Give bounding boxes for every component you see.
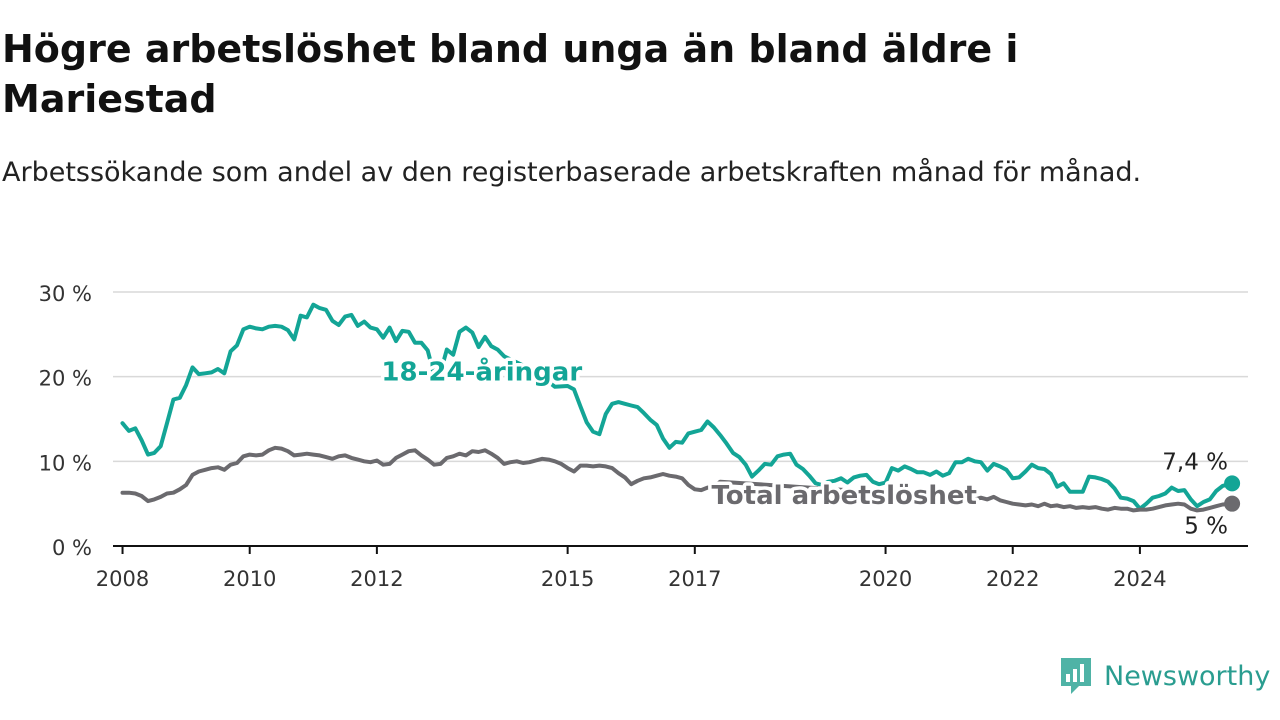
- series-line-1: [120, 445, 1235, 513]
- series-lines: [120, 302, 1241, 513]
- x-tick-label: 2010: [223, 567, 276, 591]
- series-end-point-0: [1224, 475, 1241, 492]
- gridlines: [113, 291, 1248, 463]
- y-tick-label: 30 %: [39, 282, 92, 306]
- series-end-label-1: 5 %: [1184, 514, 1228, 540]
- series-name-label-0: 18-24-åringar: [381, 356, 582, 388]
- y-tick-label: 20 %: [39, 367, 92, 391]
- x-tick-label: 2022: [986, 567, 1039, 591]
- series-name-label-1: Total arbetslöshet: [712, 481, 977, 511]
- series-end-label-0: 7,4 %: [1162, 449, 1228, 475]
- series-labels: 7,4 % 5 % 18-24-åringar Total arbetslöshet: [378, 352, 1228, 540]
- axes: 0 % 10 % 20 % 30 % 2008 2010 2012 2015 2017 2020 2…: [39, 282, 1248, 591]
- brand-logo: Newsworthy: [1058, 654, 1270, 698]
- x-tick-label: 2020: [859, 567, 912, 591]
- x-tick-label: 2012: [350, 567, 403, 591]
- y-tick-label: 10 %: [39, 451, 92, 475]
- x-tick-label: 2015: [541, 567, 594, 591]
- brand-name: Newsworthy: [1104, 660, 1271, 692]
- chart-subtitle: Arbetssökande som andel av den registerb…: [2, 157, 1142, 188]
- x-tick-label: 2008: [96, 567, 149, 591]
- series-end-point-1: [1224, 495, 1241, 512]
- x-tick-label: 2024: [1113, 567, 1166, 591]
- chart-title: Högre arbetslöshet bland unga än bland ä…: [2, 27, 1019, 121]
- y-tick-label: 0 %: [52, 536, 92, 560]
- newsworthy-logo-icon: [1061, 658, 1091, 694]
- x-tick-label: 2017: [668, 567, 721, 591]
- series-line-0: [120, 302, 1235, 511]
